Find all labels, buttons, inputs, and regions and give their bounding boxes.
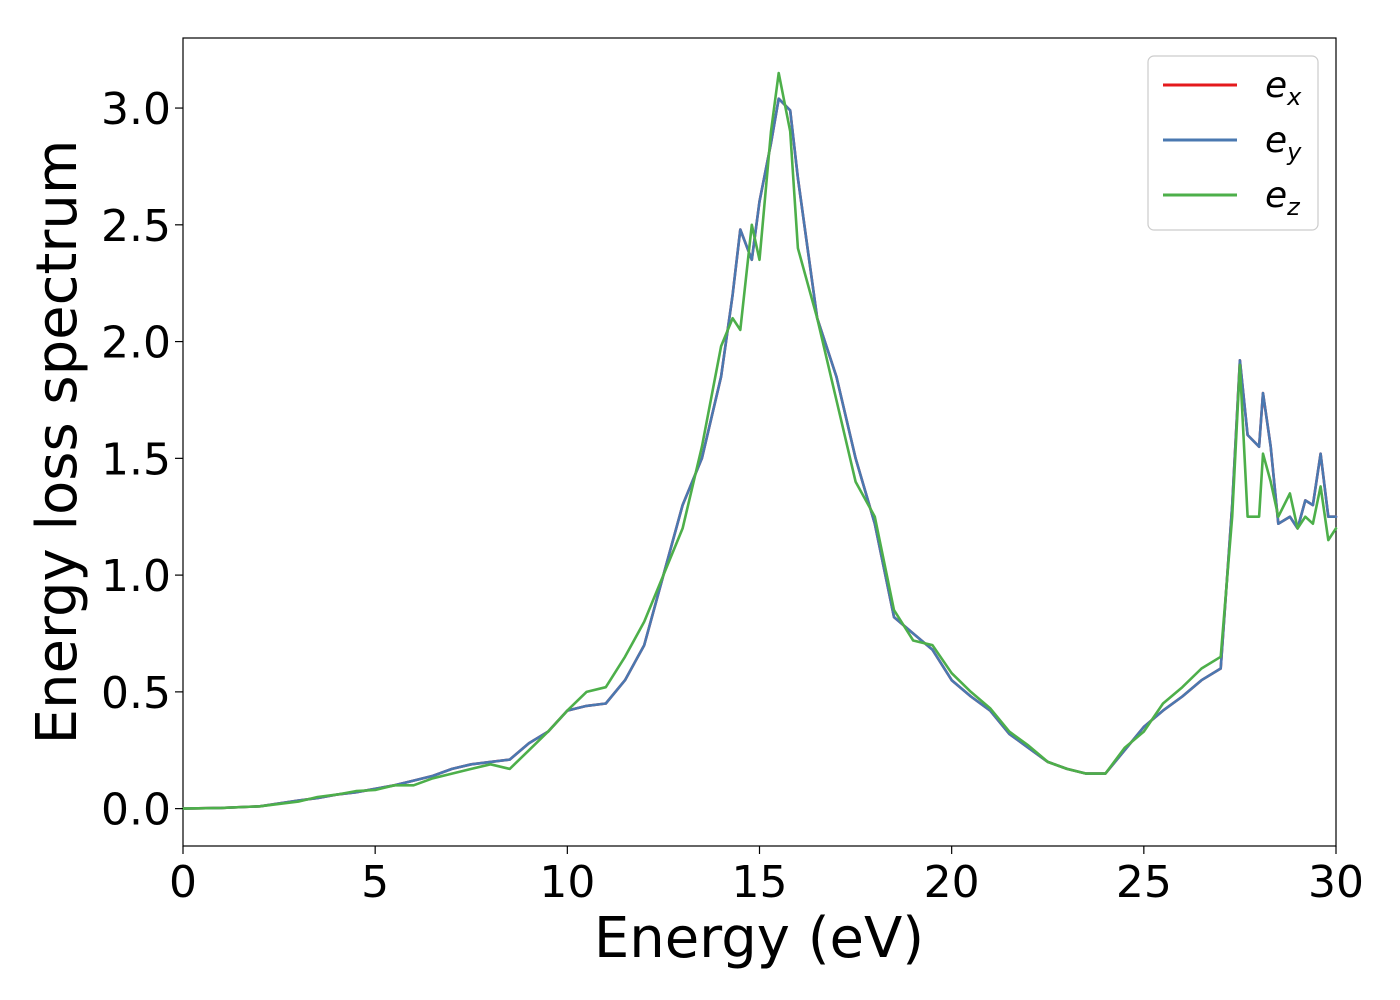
x-tick-label: 25	[1116, 857, 1172, 908]
x-tick-label: 20	[924, 857, 980, 908]
series-line-ey	[181, 97, 1338, 810]
x-tick-label: 5	[361, 857, 389, 908]
x-axis-label: Energy (eV)	[594, 906, 924, 971]
plot-area	[182, 37, 1337, 847]
y-tick-label: 0.5	[101, 668, 171, 719]
x-tick-label: 30	[1308, 857, 1364, 908]
x-tick-label: 10	[539, 857, 595, 908]
y-axis-ticks: 0.0 0.5 1.0 1.5 2.0 2.5 3.0	[101, 84, 183, 836]
legend-label-ex: ex	[1265, 65, 1302, 111]
x-axis-ticks: 0 5 10 15 20 25 30	[169, 846, 1364, 908]
y-tick-label: 0.0	[101, 785, 171, 836]
series-layer	[181, 71, 1338, 810]
legend-box	[1147, 55, 1319, 231]
x-tick-label: 15	[732, 857, 788, 908]
legend-label-ez: ez	[1265, 175, 1301, 221]
y-tick-label: 1.0	[101, 551, 171, 602]
y-tick-label: 2.0	[101, 318, 171, 369]
legend: ex ey ez	[1147, 55, 1319, 231]
y-tick-label: 1.5	[101, 434, 171, 485]
x-tick-label: 0	[169, 857, 197, 908]
legend-label-ey: ey	[1265, 120, 1302, 166]
y-tick-label: 2.5	[101, 201, 171, 252]
y-axis-label: Energy loss spectrum	[25, 140, 90, 745]
y-tick-label: 3.0	[101, 84, 171, 135]
series-line-ez	[181, 71, 1338, 810]
